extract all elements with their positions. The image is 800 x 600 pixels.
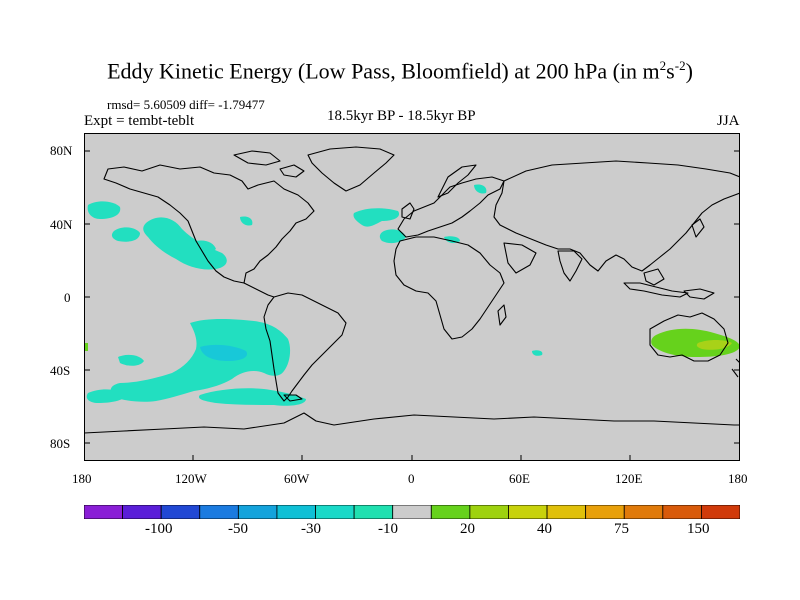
lon-label-0: 0 [408,471,415,486]
colorbar-box [430,504,471,520]
lat-label-80s: 80S [50,436,71,451]
colorbar-box [392,504,432,520]
coast-asia [493,160,740,272]
colorbar-box [237,504,278,520]
colorbar-box [585,504,625,520]
coast-borneo [643,268,665,286]
colorbar-label-20: 20 [460,521,475,537]
colorbar-label-75: 75 [614,521,629,537]
field-south-pacific-small [118,354,144,366]
lon-label-180e: 180 [728,471,748,486]
field-australia-core [696,340,732,350]
coast-madagascar [497,304,507,326]
coastlines [84,146,740,434]
field-south-pacific-low [198,388,306,406]
colorbar-box [353,504,394,520]
map-panel [84,133,740,461]
lon-label-60e: 60E [509,471,530,486]
coast-australia [649,312,729,362]
expt-text: Expt = tembt-teblt [84,113,195,129]
field-australia [651,328,740,357]
field-south-pacific-west [86,389,126,403]
colorbar-label-150: 150 [687,521,710,537]
colorbar-box [508,504,548,520]
field-north-pacific-2 [111,227,140,242]
coast-japan [691,218,705,238]
lon-label-180w: 180 [72,471,92,486]
title-text: Eddy Kinetic Energy (Low Pass, Bloomfiel… [107,58,660,84]
title-units-s-exp: -2 [674,58,686,73]
field-iberia [379,229,406,244]
colorbar-box [122,504,162,520]
field-scandinavia [474,184,487,194]
field-mediterranean [444,236,460,244]
lat-label-40s: 40S [50,363,71,378]
coast-europe [397,176,505,238]
coast-africa [393,236,505,340]
colorbar-boxes [83,504,741,520]
colorbar-label-minus100: -100 [145,521,173,537]
coast-arctic-islands-2 [279,164,305,178]
coast-south-america [263,292,347,402]
colorbar-box [701,504,741,520]
colorbar-box [315,504,355,520]
map-title: Eddy Kinetic Energy (Low Pass, Bloomfiel… [0,58,800,84]
field-atlantic-ne [353,208,400,227]
title-units-m-exp: 2 [659,58,667,73]
title-units-s: s [666,58,675,84]
colorbar-box [662,504,702,520]
colorbar-box [199,504,239,520]
field-west-us [240,216,253,226]
coast-india [557,250,583,282]
colorbar-box [83,504,123,520]
colorbar-box [160,504,201,520]
stats-text: rmsd= 5.60509 diff= -1.79477 [107,97,265,112]
colorbar-label-minus10: -10 [378,521,398,537]
coast-new-guinea [683,288,715,300]
colorbar [83,504,741,520]
colorbar-box [469,504,509,520]
coast-indonesia [623,282,689,298]
lon-label-120e: 120E [615,471,643,486]
lon-label-60w: 60W [284,471,310,486]
field-south-pacific-core [200,344,248,361]
lat-label-80n: 80N [50,143,73,158]
colorbar-label-40: 40 [537,521,552,537]
coast-tierra-del-fuego [283,394,303,402]
coast-uk [401,202,415,220]
lon-label-120w: 120W [175,471,207,486]
coast-scandinavia [437,164,477,198]
colorbar-box [546,504,587,520]
coast-arctic-islands-1 [233,150,281,166]
colorbar-label-minus50: -50 [228,521,248,537]
title-close: ) [685,58,693,84]
coast-arabia [503,242,537,274]
coast-central-america [243,282,275,298]
lat-label-40n: 40N [50,217,73,232]
lat-label-0: 0 [64,290,71,305]
world-map [84,133,740,461]
coast-greenland [307,146,395,192]
center-label: 18.5kyr BP - 18.5kyr BP [327,108,476,124]
field-south-pacific-main [110,319,291,402]
coast-north-america [103,164,315,284]
colorbar-label-minus30: -30 [301,521,321,537]
field-indian-small [532,350,543,356]
coast-antarctica [84,412,740,434]
axis-ticks [84,150,740,461]
map-background [84,133,740,461]
colorbar-box [623,504,664,520]
season-label: JJA [717,113,740,129]
colorbar-box [276,504,316,520]
field-north-pacific-1 [87,201,121,219]
